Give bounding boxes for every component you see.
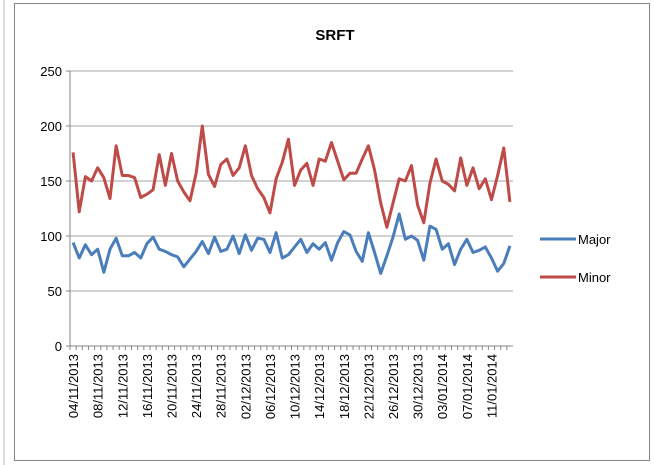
- series-line: [71, 124, 512, 229]
- y-tick-label: 200: [40, 119, 62, 134]
- x-tick-label: 28/11/2013: [214, 354, 229, 418]
- y-tick-label: 150: [40, 174, 62, 189]
- x-tick-label: 07/01/2014: [460, 354, 475, 419]
- x-tick-label: 04/11/2013: [66, 354, 81, 418]
- y-tick-label: 0: [55, 339, 62, 354]
- x-tick-label: 30/12/2013: [411, 354, 426, 419]
- x-tick-label: 10/12/2013: [288, 354, 303, 419]
- x-tick-label: 24/11/2013: [189, 354, 204, 418]
- x-tick-label: 03/01/2014: [435, 354, 450, 419]
- x-tick-label: 08/11/2013: [91, 354, 106, 418]
- x-tick-label: 11/01/2014: [484, 354, 499, 418]
- x-tick-label: 12/11/2013: [115, 354, 130, 418]
- chart-frame: [14, 3, 650, 461]
- x-tick-label: 16/11/2013: [140, 354, 155, 418]
- y-tick-label: 100: [40, 229, 62, 244]
- x-tick-label: 22/12/2013: [361, 354, 376, 419]
- legend-label: Major: [578, 232, 611, 247]
- x-tick-label: 26/12/2013: [386, 354, 401, 419]
- x-tick-label: 06/12/2013: [263, 354, 278, 419]
- x-tick-label: 20/11/2013: [165, 354, 180, 418]
- y-tick-label: 250: [40, 64, 62, 79]
- series-line: [71, 212, 512, 275]
- legend-label: Minor: [578, 270, 611, 285]
- x-tick-label: 18/12/2013: [337, 354, 352, 419]
- chart-title: SRFT: [315, 27, 354, 44]
- x-tick-label: 14/12/2013: [312, 354, 327, 419]
- y-tick-label: 50: [48, 284, 62, 299]
- x-tick-label: 02/12/2013: [238, 354, 253, 419]
